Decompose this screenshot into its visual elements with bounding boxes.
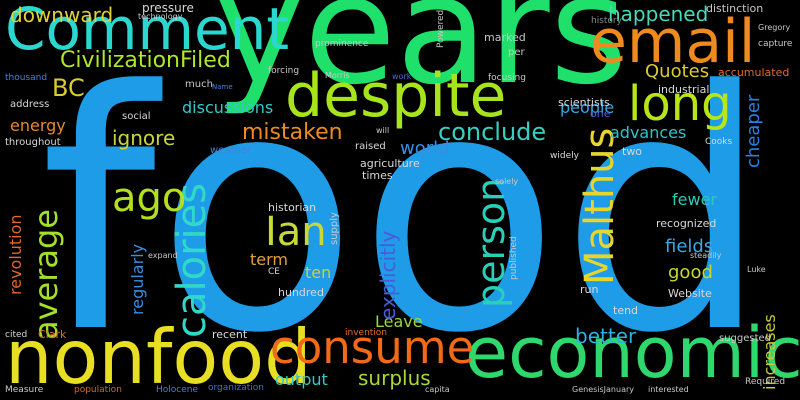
cloud-word: organization <box>208 383 264 393</box>
cloud-word: explicitly <box>376 230 400 320</box>
cloud-word: economic <box>465 312 800 394</box>
cloud-word: Malthus <box>577 127 623 285</box>
cloud-word: agriculture <box>360 157 420 170</box>
cloud-word: cheaper <box>743 94 764 168</box>
cloud-word: per <box>508 47 525 58</box>
cloud-word: published <box>509 236 519 280</box>
cloud-word: Luke <box>747 265 766 274</box>
cloud-word: population <box>74 385 122 395</box>
cloud-word: interested <box>648 385 689 394</box>
cloud-word: capture <box>758 39 793 49</box>
cloud-word: thousand <box>5 73 48 83</box>
cloud-word: fewer <box>672 190 717 209</box>
cloud-word: Comment <box>5 0 290 63</box>
cloud-word: one <box>590 107 611 120</box>
cloud-word: widely <box>550 151 579 161</box>
cloud-word: invention <box>345 328 388 338</box>
cloud-word: times <box>362 169 393 182</box>
cloud-word: surplus <box>358 366 431 390</box>
cloud-word: advances <box>610 123 687 142</box>
cloud-word: email <box>590 7 756 77</box>
cloud-word: industrial <box>658 83 710 96</box>
cloud-word: output <box>275 370 328 389</box>
cloud-word: cited <box>5 330 28 340</box>
cloud-word: energy <box>10 116 66 135</box>
cloud-word: happened <box>608 2 709 26</box>
cloud-word: capita <box>425 385 450 394</box>
cloud-word: raised <box>355 141 386 152</box>
cloud-word: revolution <box>6 214 25 295</box>
cloud-word: people <box>560 98 615 117</box>
cloud-word: Cooks <box>705 137 733 147</box>
cloud-word: Required <box>745 377 786 387</box>
cloud-word: ten <box>305 263 332 282</box>
cloud-word: much <box>185 79 213 90</box>
cloud-word: recognized <box>656 217 717 230</box>
cloud-word: Ian <box>265 209 327 255</box>
cloud-word: CE <box>268 267 280 277</box>
cloud-word: world <box>400 138 450 159</box>
cloud-word: conclude <box>438 118 547 146</box>
cloud-word: consume <box>270 321 475 374</box>
cloud-word: historian <box>268 201 317 214</box>
cloud-word: pressure <box>142 1 194 15</box>
cloud-word: fields <box>665 236 714 257</box>
cloud-word: expand <box>148 251 178 260</box>
cloud-word: average <box>27 209 65 340</box>
cloud-word: GenesisJanuary <box>572 385 634 394</box>
cloud-word: Morris <box>325 71 350 80</box>
cloud-word: solely <box>495 177 519 186</box>
cloud-word: downward <box>10 3 114 27</box>
cloud-word: recent <box>212 328 248 341</box>
cloud-word: term <box>250 250 288 269</box>
cloud-word: years <box>215 0 628 118</box>
cloud-word: CivilizationFiled <box>60 48 231 73</box>
cloud-word: Name <box>212 83 233 91</box>
cloud-word: Website <box>668 287 712 300</box>
cloud-word: distinction <box>706 2 764 15</box>
cloud-word: address <box>10 99 50 110</box>
cloud-word: long <box>628 76 732 132</box>
cloud-word: accumulated <box>718 66 790 79</box>
cloud-word: tend <box>613 304 639 317</box>
cloud-word: good <box>668 262 713 283</box>
cloud-word: social <box>122 111 151 122</box>
cloud-word: marked <box>484 31 526 44</box>
cloud-word: better <box>575 324 637 348</box>
cloud-word: mistaken <box>242 120 343 145</box>
cloud-word: Quotes <box>645 61 710 82</box>
cloud-word: despite <box>285 61 507 131</box>
cloud-word: work <box>392 72 412 81</box>
cloud-word: Clark <box>38 328 67 341</box>
cloud-word: forcing <box>268 66 300 76</box>
cloud-word: person <box>469 177 513 308</box>
cloud-word: focusing <box>488 73 526 83</box>
cloud-word: Leave <box>375 312 423 331</box>
cloud-word: Gregory <box>758 23 791 32</box>
cloud-word: hundred <box>278 286 324 299</box>
cloud-word: two <box>622 145 643 158</box>
cloud-word: prominence <box>315 39 369 49</box>
cloud-word: discussions <box>182 98 274 117</box>
cloud-word: ago <box>112 175 187 221</box>
cloud-word: nonfood <box>5 313 312 400</box>
cloud-word: will <box>376 126 390 135</box>
cloud-word: BC <box>52 74 85 102</box>
cloud-word: Holocene <box>156 385 199 395</box>
cloud-word: regularly <box>128 243 147 315</box>
cloud-word: suggested <box>719 333 772 344</box>
cloud-word: Measure <box>5 385 44 395</box>
cloud-word: run <box>580 283 599 296</box>
cloud-word: throughout <box>5 137 61 148</box>
cloud-word: supply <box>329 212 340 245</box>
cloud-word: Powered <box>436 9 446 48</box>
cloud-word: scientists <box>558 96 610 109</box>
cloud-word: weather <box>210 145 251 156</box>
cloud-word: history <box>591 16 622 26</box>
cloud-word: technology <box>138 12 183 21</box>
cloud-word: steadily <box>690 251 722 260</box>
cloud-word: ignore <box>112 126 176 150</box>
cloud-word: food <box>40 21 770 400</box>
